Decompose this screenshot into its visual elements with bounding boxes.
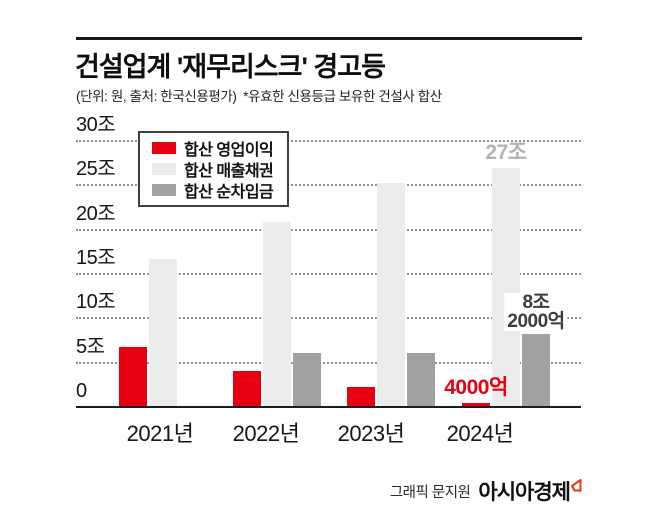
brand-name: 아시아경제 bbox=[478, 481, 571, 504]
x-tick-label-2021년: 2021년 bbox=[126, 421, 194, 446]
chart-subtitle: (단위: 원, 출처: 한국신용평가) *유효한 신용등급 보유한 건설사 합산 bbox=[76, 89, 442, 104]
bar-operating-profit-2022년 bbox=[233, 370, 261, 407]
x-axis-baseline bbox=[76, 405, 581, 408]
gridline-20 bbox=[76, 228, 581, 231]
legend-item-trade-receivables: 합산 매출채권 bbox=[152, 158, 281, 180]
bar-operating-profit-2024년 bbox=[462, 403, 490, 407]
bar-trade-receivables-2021년 bbox=[149, 258, 177, 407]
x-tick-label-2024년: 2024년 bbox=[446, 421, 514, 446]
brand-flag-icon bbox=[571, 479, 582, 492]
plot-area: 합산 영업이익 합산 매출채권 합산 순차입금 0 5조 10조 15조 20조 25조 3… bbox=[76, 105, 581, 446]
chart-legend: 합산 영업이익 합산 매출채권 합산 순차입금 bbox=[138, 131, 289, 207]
brand-logo: 아시아경제 bbox=[478, 479, 582, 504]
bar-trade-receivables-2023년 bbox=[377, 182, 405, 407]
page-title: 건설업계 '재무리스크' 경고등 bbox=[75, 52, 386, 82]
top-rule bbox=[76, 37, 582, 40]
y-tick-label-30: 30조 bbox=[76, 114, 116, 136]
x-tick-label-2022년: 2022년 bbox=[232, 421, 300, 446]
legend-swatch bbox=[152, 183, 176, 196]
gridline-15 bbox=[76, 273, 581, 275]
bar-net-debt-2023년 bbox=[407, 352, 435, 407]
y-tick-label-25: 25조 bbox=[76, 158, 116, 181]
gridline-10 bbox=[76, 317, 581, 320]
y-tick-label-15: 15조 bbox=[76, 247, 116, 269]
legend-swatch bbox=[152, 162, 176, 175]
bar-value-annotation-1: 8조 2000억 bbox=[504, 293, 568, 332]
legend-label: 합산 매출채권 bbox=[184, 162, 274, 180]
bar-net-debt-2022년 bbox=[293, 352, 321, 407]
y-tick-label-0: 0 bbox=[76, 380, 87, 402]
gridline-30 bbox=[76, 140, 581, 142]
y-tick-label-20: 20조 bbox=[76, 202, 116, 225]
bar-operating-profit-2021년 bbox=[119, 346, 147, 407]
y-tick-label-5: 5조 bbox=[76, 335, 105, 358]
bar-trade-receivables-2024년 bbox=[492, 167, 520, 407]
x-tick-label-2023년: 2023년 bbox=[337, 421, 405, 446]
bar-operating-profit-2023년 bbox=[347, 386, 375, 407]
legend-item-net-debt: 합산 순차입금 bbox=[152, 179, 281, 201]
bar-net-debt-2024년 bbox=[522, 334, 550, 407]
gridline-25 bbox=[76, 184, 581, 187]
legend-label: 합산 순차입금 bbox=[184, 183, 274, 201]
footer-credit: 그래픽 문지원 아시아경제 bbox=[389, 479, 582, 504]
gridline-5 bbox=[76, 361, 581, 364]
bar-trade-receivables-2022년 bbox=[263, 221, 291, 407]
graphic-credit: 그래픽 문지원 bbox=[389, 485, 471, 501]
y-tick-label-10: 10조 bbox=[76, 291, 116, 314]
legend-item-operating-profit: 합산 영업이익 bbox=[152, 137, 281, 159]
legend-label: 합산 영업이익 bbox=[184, 141, 274, 159]
bar-value-annotation-0: 27조 bbox=[485, 140, 527, 164]
legend-swatch bbox=[152, 141, 176, 154]
bar-value-annotation-2: 4000억 bbox=[444, 376, 508, 400]
